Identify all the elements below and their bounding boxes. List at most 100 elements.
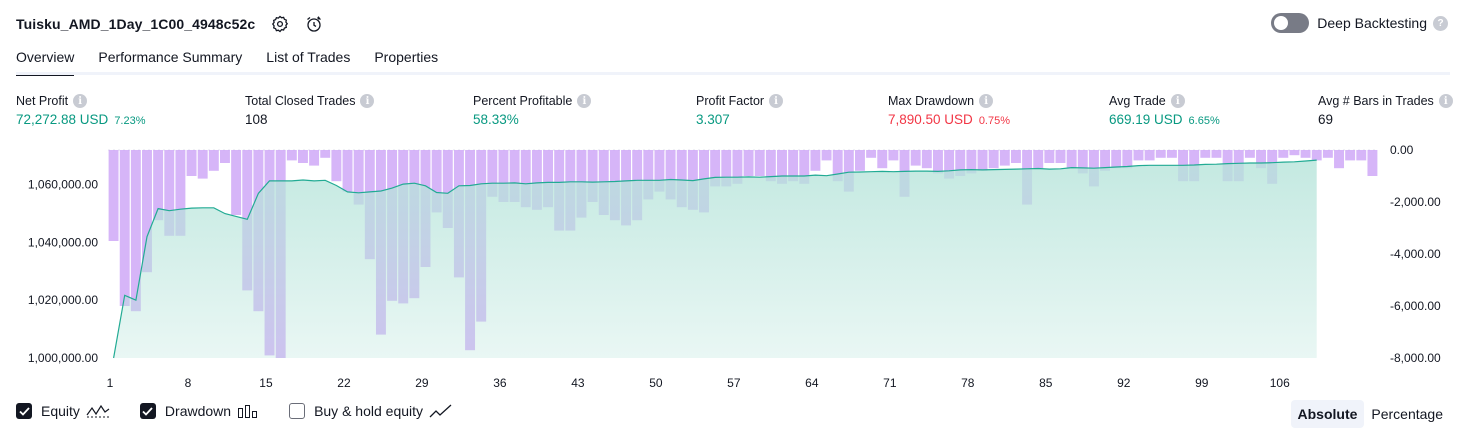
- drawdown-bar: [1367, 150, 1377, 176]
- drawdown-bar: [855, 150, 865, 171]
- drawdown-bar: [109, 150, 119, 241]
- x-axis-tick-label: 15: [259, 376, 273, 390]
- left-axis-tick-label: 1,060,000.00: [28, 178, 98, 192]
- drawdown-bar: [1200, 150, 1210, 158]
- metric-avg-trade: Avg Trade i 669.19 USD 6.65%: [1109, 94, 1220, 127]
- left-axis-tick-label: 1,000,000.00: [28, 351, 98, 365]
- drawdown-bar: [922, 150, 932, 168]
- toggle-knob: [1274, 16, 1288, 30]
- deep-backtesting-label: Deep Backtesting: [1317, 15, 1427, 31]
- metric-label: Max Drawdown: [888, 94, 974, 108]
- settings-icon[interactable]: [271, 15, 289, 33]
- metric-percent: 7.23%: [114, 115, 145, 127]
- drawdown-bar: [755, 150, 765, 176]
- metric-value: 58.33%: [473, 112, 519, 127]
- info-icon[interactable]: i: [360, 94, 374, 108]
- metric-value: 7,890.50 USD: [888, 112, 973, 127]
- x-axis-tick-label: 92: [1117, 376, 1131, 390]
- right-axis-tick-label: 0.00: [1390, 143, 1414, 157]
- x-axis-tick-label: 8: [185, 376, 192, 390]
- right-axis-tick-label: -2,000.00: [1390, 195, 1441, 209]
- x-axis-tick-label: 1: [107, 376, 114, 390]
- legend-drawdown[interactable]: Drawdown: [140, 403, 259, 419]
- drawdown-bar: [1056, 150, 1066, 163]
- add-alert-icon[interactable]: [305, 15, 323, 33]
- info-icon[interactable]: i: [1171, 94, 1185, 108]
- legend-buy-hold-label: Buy & hold equity: [314, 403, 423, 419]
- x-axis-tick-label: 85: [1039, 376, 1053, 390]
- info-icon[interactable]: i: [769, 94, 783, 108]
- drawdown-bar: [343, 150, 353, 192]
- drawdown-bar: [1033, 150, 1043, 168]
- info-icon[interactable]: i: [1439, 94, 1453, 108]
- drawdown-bar: [1245, 150, 1255, 158]
- metric-percent: 0.75%: [979, 115, 1010, 127]
- x-axis-tick-label: 106: [1270, 376, 1290, 390]
- drawdown-bar: [978, 150, 988, 171]
- drawdown-bar: [877, 150, 887, 168]
- equity-line-icon: [86, 403, 110, 419]
- drawdown-bar: [1356, 150, 1366, 160]
- metric-net-profit: Net Profit i 72,272.88 USD 7.23%: [16, 94, 146, 127]
- drawdown-bar: [309, 150, 319, 166]
- metric-max-drawdown: Max Drawdown i 7,890.50 USD 0.75%: [888, 94, 1010, 127]
- metric-value: 72,272.88 USD: [16, 112, 108, 127]
- right-axis-tick-label: -6,000.00: [1390, 299, 1441, 313]
- drawdown-bar: [331, 150, 341, 181]
- drawdown-bar: [120, 150, 130, 306]
- info-icon[interactable]: i: [577, 94, 591, 108]
- metric-percent: 6.65%: [1189, 115, 1220, 127]
- x-axis-tick-label: 71: [883, 376, 897, 390]
- drawdown-bar: [1167, 150, 1177, 158]
- metric-label: Profit Factor: [696, 94, 764, 108]
- drawdown-bar: [1278, 150, 1288, 158]
- x-axis-tick-label: 43: [571, 376, 585, 390]
- metric-label: Net Profit: [16, 94, 68, 108]
- drawdown-bar: [1145, 150, 1155, 160]
- info-icon[interactable]: i: [73, 94, 87, 108]
- right-axis-tick-label: -4,000.00: [1390, 247, 1441, 261]
- x-axis-tick-label: 22: [337, 376, 351, 390]
- drawdown-bar: [1289, 150, 1299, 155]
- drawdown-bar: [888, 150, 898, 160]
- x-axis-tick-label: 99: [1195, 376, 1209, 390]
- metric-value: 3.307: [696, 112, 730, 127]
- equity-area: [114, 160, 1317, 358]
- buy-hold-checkbox[interactable]: [289, 403, 305, 419]
- percentage-button[interactable]: Percentage: [1364, 400, 1450, 428]
- info-icon[interactable]: i: [979, 94, 993, 108]
- drawdown-bar: [1134, 150, 1144, 160]
- legend-equity[interactable]: Equity: [16, 403, 110, 419]
- drawdown-bar: [209, 150, 219, 171]
- metric-avg-bars: Avg # Bars in Trades i 69: [1318, 94, 1453, 127]
- right-axis-tick-label: -8,000.00: [1390, 351, 1441, 365]
- buy-hold-line-icon: [429, 403, 453, 419]
- equity-checkbox[interactable]: [16, 403, 32, 419]
- view-mode-switch: Absolute Percentage: [1291, 400, 1451, 428]
- drawdown-bar: [1044, 150, 1054, 163]
- metric-value: 669.19 USD: [1109, 112, 1183, 127]
- drawdown-bar: [822, 150, 832, 160]
- metric-value: 69: [1318, 112, 1333, 127]
- drawdown-bar: [220, 150, 230, 163]
- drawdown-bar: [1067, 150, 1077, 168]
- metric-profit-factor: Profit Factor i 3.307: [696, 94, 783, 127]
- metric-label: Percent Profitable: [473, 94, 572, 108]
- help-icon[interactable]: ?: [1433, 16, 1448, 31]
- deep-backtesting-toggle[interactable]: [1271, 13, 1309, 33]
- legend-buy-hold[interactable]: Buy & hold equity: [289, 403, 453, 419]
- absolute-button[interactable]: Absolute: [1291, 400, 1365, 428]
- drawdown-bar: [298, 150, 308, 163]
- drawdown-bar: [810, 150, 820, 171]
- deep-backtesting: Deep Backtesting ?: [1271, 13, 1448, 33]
- equity-drawdown-chart[interactable]: 1,000,000.00 1,020,000.00 1,040,000.00 1,06…: [0, 140, 1466, 395]
- drawdown-bar: [911, 150, 921, 166]
- drawdown-bar: [1301, 150, 1311, 158]
- drawdown-bar: [989, 150, 999, 168]
- drawdown-bar: [933, 150, 943, 173]
- drawdown-bar: [320, 150, 330, 158]
- drawdown-checkbox[interactable]: [140, 403, 156, 419]
- metric-value: 108: [245, 112, 268, 127]
- drawdown-bar: [198, 150, 208, 179]
- drawdown-bar: [1000, 150, 1010, 166]
